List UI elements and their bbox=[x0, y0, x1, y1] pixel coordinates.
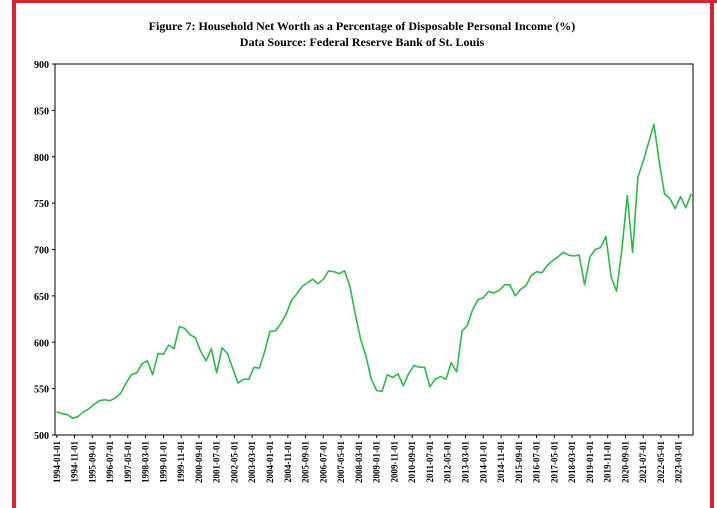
x-tick-label: 2003-03-01 bbox=[247, 441, 257, 483]
x-tick-label: 2004-01-01 bbox=[265, 441, 275, 483]
x-tick-label: 2000-09-01 bbox=[194, 441, 204, 483]
x-tick-label: 1999-11-01 bbox=[176, 441, 186, 483]
x-tick-label: 2016-07-01 bbox=[532, 441, 542, 483]
x-tick-label: 1999-01-01 bbox=[158, 441, 168, 483]
x-tick-label: 1994-01-01 bbox=[52, 441, 62, 483]
x-tick-label: 2017-05-01 bbox=[549, 441, 559, 483]
y-tick-label: 850 bbox=[34, 106, 49, 117]
y-tick-label: 700 bbox=[34, 246, 49, 257]
y-tick-label: 500 bbox=[34, 431, 49, 442]
x-tick-label: 2023-03-01 bbox=[674, 441, 684, 483]
x-tick-label: 1996-07-01 bbox=[105, 441, 115, 483]
x-tick-label: 2019-01-01 bbox=[585, 441, 595, 483]
frame-top bbox=[12, 0, 717, 3]
x-tick-label: 1995-09-01 bbox=[87, 441, 97, 483]
x-tick-label: 2007-05-01 bbox=[336, 441, 346, 483]
y-tick-label: 800 bbox=[34, 153, 49, 164]
series-line bbox=[56, 123, 692, 420]
y-tick-label: 650 bbox=[34, 292, 49, 303]
x-tick-label: 2014-11-01 bbox=[496, 441, 506, 483]
x-tick-label: 1994-11-01 bbox=[70, 441, 80, 483]
x-tick-label: 2012-05-01 bbox=[443, 441, 453, 483]
y-tick-label: 600 bbox=[34, 338, 49, 349]
frame-right bbox=[710, 0, 714, 508]
chart-subtitle: Data Source: Federal Reserve Bank of St.… bbox=[240, 35, 485, 49]
x-tick-label: 2009-11-01 bbox=[389, 441, 399, 483]
x-tick-label: 2001-07-01 bbox=[212, 441, 222, 483]
x-tick-label: 2013-03-01 bbox=[460, 441, 470, 483]
frame-left bbox=[12, 0, 16, 508]
x-tick-label: 1997-05-01 bbox=[123, 441, 133, 483]
x-tick-label: 2009-01-01 bbox=[372, 441, 382, 483]
x-tick-label: 2015-09-01 bbox=[514, 441, 524, 483]
x-tick-label: 2002-05-01 bbox=[229, 441, 239, 483]
y-tick-label: 750 bbox=[34, 199, 49, 210]
x-tick-label: 1998-03-01 bbox=[141, 441, 151, 483]
x-tick-label: 2020-09-01 bbox=[621, 441, 631, 483]
x-tick-label: 2014-01-01 bbox=[478, 441, 488, 483]
x-tick-label: 2005-09-01 bbox=[301, 441, 311, 483]
x-tick-label: 2008-03-01 bbox=[354, 441, 364, 483]
x-tick-label: 2011-07-01 bbox=[425, 441, 435, 483]
x-tick-label: 2006-07-01 bbox=[318, 441, 328, 483]
chart-title: Figure 7: Household Net Worth as a Perce… bbox=[149, 19, 576, 33]
x-tick-label: 2019-11-01 bbox=[603, 441, 613, 483]
x-tick-label: 2004-11-01 bbox=[283, 441, 293, 483]
y-tick-label: 900 bbox=[34, 60, 49, 71]
x-tick-label: 2010-09-01 bbox=[407, 441, 417, 483]
x-tick-label: 2018-03-01 bbox=[567, 441, 577, 483]
x-tick-label: 2022-05-01 bbox=[656, 441, 666, 483]
y-tick-label: 550 bbox=[34, 385, 49, 396]
x-tick-label: 2021-07-01 bbox=[638, 441, 648, 483]
